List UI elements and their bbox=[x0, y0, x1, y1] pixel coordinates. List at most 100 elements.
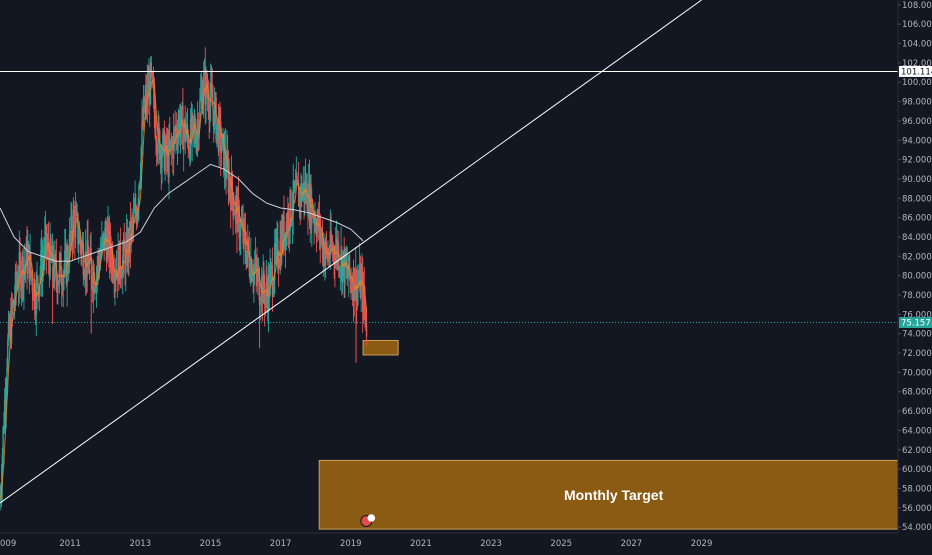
candle-body bbox=[299, 190, 301, 204]
candle-body bbox=[188, 149, 190, 151]
candle-body bbox=[88, 260, 91, 273]
price-tick-label: 108.000 bbox=[902, 1, 932, 11]
candle-body bbox=[62, 275, 64, 291]
candle-body bbox=[70, 215, 72, 238]
candle-body bbox=[40, 250, 43, 282]
candle-body bbox=[118, 240, 121, 285]
candle-body bbox=[118, 247, 120, 285]
candle-body bbox=[275, 240, 277, 252]
candle-body bbox=[294, 184, 296, 192]
horizontal-line-tag bbox=[899, 65, 932, 77]
candle-body bbox=[323, 244, 325, 265]
candle-body bbox=[325, 241, 328, 250]
candle-body bbox=[328, 253, 330, 260]
candle-body bbox=[229, 179, 231, 191]
candle-body bbox=[250, 260, 252, 280]
candle-body bbox=[365, 327, 368, 337]
candle-body bbox=[212, 105, 214, 111]
candle-body bbox=[349, 275, 352, 279]
candle-body bbox=[295, 176, 298, 186]
candle-body bbox=[245, 251, 247, 265]
price-tick-label: 86.000 bbox=[902, 214, 932, 224]
candle-body bbox=[107, 224, 109, 234]
candle-body bbox=[361, 273, 363, 277]
candle-body bbox=[108, 224, 110, 259]
candle-body bbox=[363, 284, 365, 305]
candle-body bbox=[274, 243, 277, 252]
small-zone-rect[interactable] bbox=[362, 339, 399, 356]
price-tick-label: 94.000 bbox=[902, 136, 932, 146]
candle-body bbox=[260, 301, 262, 303]
candle-body bbox=[151, 73, 153, 75]
candle-body bbox=[182, 130, 185, 150]
candle-body bbox=[281, 227, 284, 248]
candle-body bbox=[333, 248, 335, 259]
candle-body bbox=[168, 138, 170, 177]
candle-body bbox=[21, 256, 24, 281]
candle-body bbox=[344, 250, 346, 284]
candle-body bbox=[131, 221, 133, 223]
candle-body bbox=[271, 265, 274, 295]
candle-body bbox=[226, 152, 228, 178]
candle-body bbox=[2, 427, 4, 455]
price-tick-label: 76.000 bbox=[902, 310, 932, 320]
candle-body bbox=[83, 274, 85, 278]
candle-body bbox=[192, 115, 194, 118]
candle-body bbox=[76, 211, 78, 214]
candle-body bbox=[63, 268, 65, 276]
candle-body bbox=[69, 234, 71, 238]
candle-body bbox=[114, 274, 116, 284]
candle-body bbox=[278, 265, 281, 268]
candle-body bbox=[111, 251, 114, 276]
candle-body bbox=[357, 283, 359, 285]
candle-body bbox=[143, 97, 146, 110]
candle-body bbox=[160, 149, 162, 169]
candle-body bbox=[196, 134, 198, 149]
candle-body bbox=[117, 247, 119, 281]
candle-body bbox=[288, 230, 291, 232]
candle-body bbox=[75, 211, 78, 214]
trendline[interactable] bbox=[0, 0, 702, 504]
candle-body bbox=[249, 270, 251, 280]
candle-body bbox=[255, 259, 257, 270]
candle-body bbox=[236, 198, 238, 233]
candle-body bbox=[26, 242, 28, 274]
candle-body bbox=[138, 185, 140, 205]
candle-body bbox=[317, 212, 319, 223]
candle-body bbox=[280, 227, 283, 264]
candle-body bbox=[128, 235, 130, 256]
candle-body bbox=[133, 211, 135, 213]
candle-body bbox=[225, 169, 227, 178]
candle-body bbox=[302, 183, 304, 192]
candle-body bbox=[120, 273, 122, 278]
candle-body bbox=[119, 240, 122, 274]
candle-body bbox=[44, 238, 46, 258]
candle-body bbox=[289, 190, 291, 231]
candle-body bbox=[268, 274, 271, 296]
candle-body bbox=[36, 276, 38, 280]
candle-body bbox=[12, 301, 14, 310]
candle-body bbox=[174, 129, 176, 135]
candle-body bbox=[280, 240, 282, 264]
candle-body bbox=[77, 213, 79, 245]
event-count-bubble bbox=[367, 514, 376, 522]
candle-body bbox=[32, 292, 34, 301]
candle-body bbox=[194, 125, 196, 139]
candle-body bbox=[139, 175, 142, 183]
candle-body bbox=[187, 134, 189, 150]
candle-body bbox=[216, 119, 219, 125]
candle-body bbox=[178, 115, 180, 128]
price-tick-label: 90.000 bbox=[902, 175, 932, 185]
candle-body bbox=[29, 253, 31, 282]
candle-body bbox=[34, 283, 36, 311]
candle-body bbox=[331, 246, 334, 254]
candle-body bbox=[324, 241, 327, 255]
candle-body bbox=[105, 238, 108, 262]
target-zone-rect[interactable] bbox=[318, 459, 899, 530]
candle-body bbox=[206, 93, 209, 97]
candle-body bbox=[230, 174, 233, 210]
candle-body bbox=[18, 252, 20, 284]
candle-body bbox=[159, 149, 162, 161]
candle-body bbox=[3, 427, 5, 430]
